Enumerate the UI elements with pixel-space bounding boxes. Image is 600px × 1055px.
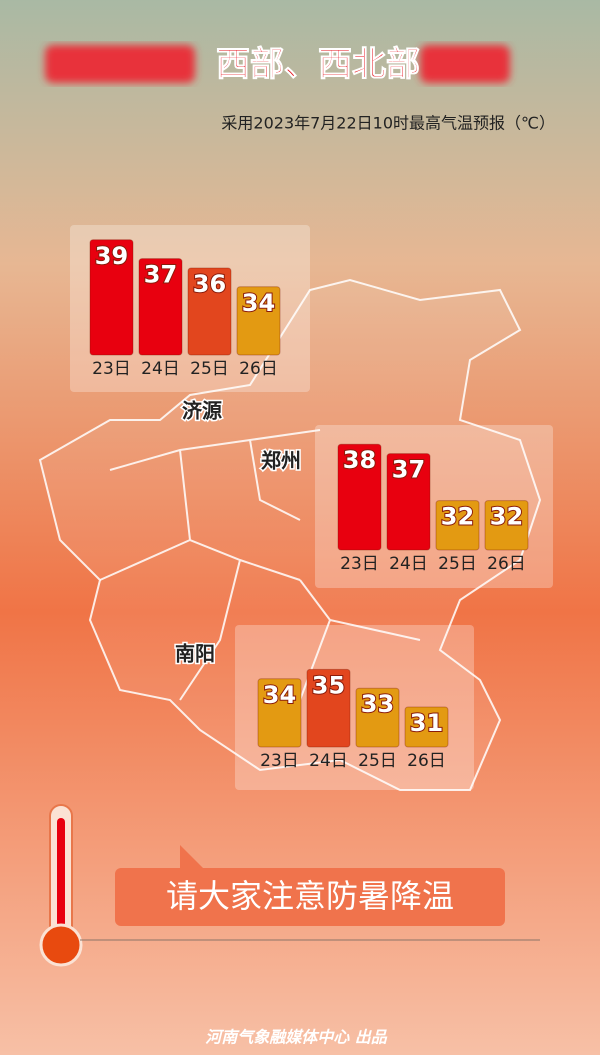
chart-panel [235, 625, 474, 790]
x-tick-label: 25日 [438, 554, 477, 574]
blurred-title-part [45, 45, 510, 83]
x-tick-label: 26日 [239, 359, 278, 379]
x-tick-label: 24日 [389, 554, 428, 574]
value-label: 37 [144, 261, 177, 289]
value-label: 39 [95, 242, 128, 270]
value-label: 32 [441, 503, 474, 531]
x-tick-label: 24日 [309, 751, 348, 771]
x-tick-label: 26日 [487, 554, 526, 574]
x-tick-label: 23日 [340, 554, 379, 574]
thermometer [39, 804, 83, 967]
slogan-box [115, 868, 505, 926]
slogan: 请大家注意防暑降温 [166, 877, 454, 915]
value-label: 37 [392, 456, 425, 484]
title: 西部、西北部 [216, 45, 420, 85]
value-label: 35 [312, 671, 345, 699]
value-label: 38 [343, 446, 376, 474]
footer: 河南气象融媒体中心 出品 [205, 1028, 388, 1047]
bar [257, 678, 302, 748]
city-label: 南阳 [175, 642, 215, 666]
bar [187, 267, 232, 356]
x-tick-label: 25日 [190, 359, 229, 379]
bar [404, 706, 449, 748]
bar [386, 453, 431, 551]
x-tick-label: 25日 [358, 751, 397, 771]
bubble-tail [180, 845, 210, 875]
bar [89, 239, 134, 356]
bar [236, 286, 281, 356]
city-label: 济源 [182, 399, 222, 423]
value-label: 32 [490, 503, 523, 531]
map [38, 278, 542, 791]
value-label: 33 [361, 690, 394, 718]
city-label: 郑州 [261, 449, 301, 473]
x-tick-label: 23日 [92, 359, 131, 379]
x-tick-label: 26日 [407, 751, 446, 771]
value-label: 36 [193, 270, 226, 298]
bar [306, 668, 351, 748]
value-label: 34 [263, 681, 296, 709]
value-label: 34 [242, 289, 275, 317]
subtitle: 采用2023年7月22日10时最高气温预报（℃） [221, 114, 555, 133]
x-tick-label: 24日 [141, 359, 180, 379]
value-label: 31 [410, 709, 443, 737]
bar [138, 258, 183, 356]
bar [484, 500, 529, 551]
bar [337, 443, 382, 551]
bar [435, 500, 480, 551]
bar [355, 687, 400, 748]
x-tick-label: 23日 [260, 751, 299, 771]
